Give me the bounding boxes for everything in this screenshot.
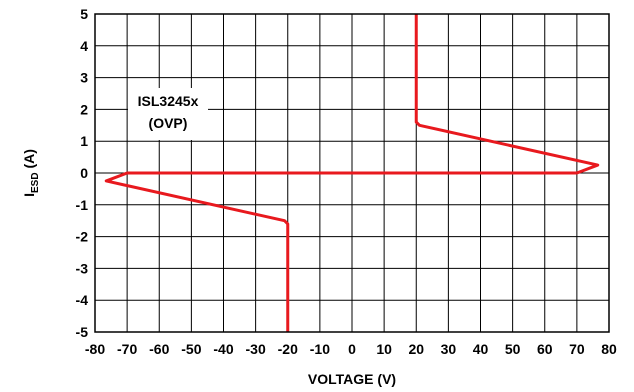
- x-tick-label-0: -80: [85, 341, 105, 357]
- y-tick-label-9: 4: [80, 38, 88, 54]
- y-tick-label-1: -4: [76, 292, 89, 308]
- y-tick-label-4: -1: [76, 197, 89, 213]
- y-tick-label-10: 5: [80, 6, 88, 22]
- annotation-background: [128, 88, 208, 140]
- x-tick-label-10: 20: [408, 341, 424, 357]
- x-tick-label-6: -20: [278, 341, 298, 357]
- x-tick-label-4: -40: [213, 341, 233, 357]
- y-axis-title: IESD (A): [21, 149, 41, 197]
- y-tick-label-2: -3: [76, 260, 89, 276]
- x-tick-label-5: -30: [246, 341, 266, 357]
- x-tick-label-14: 60: [537, 341, 553, 357]
- annotation-line-1: ISL3245x: [138, 93, 199, 109]
- x-tick-labels: -80 -70 -60 -50 -40 -30 -20 -10 0 10 20 30 40 50 60 70 8…: [85, 341, 617, 357]
- x-tick-label-13: 50: [505, 341, 521, 357]
- y-tick-label-8: 3: [80, 70, 88, 86]
- y-axis-title-sub: ESD: [30, 172, 41, 193]
- x-tick-label-1: -70: [117, 341, 137, 357]
- y-axis-title-unit: (A): [21, 149, 37, 172]
- plot-frame: [94, 13, 610, 333]
- x-tick-label-15: 70: [569, 341, 585, 357]
- y-tick-label-6: 1: [80, 133, 88, 149]
- x-tick-label-16: 80: [601, 341, 617, 357]
- series-layer: [104, 14, 600, 332]
- series-line-0: [104, 14, 600, 332]
- x-tick-label-12: 40: [473, 341, 489, 357]
- x-tick-label-11: 30: [441, 341, 457, 357]
- annotation-line-2: (OVP): [149, 115, 188, 131]
- y-tick-label-0: -5: [76, 324, 89, 340]
- y-tick-label-5: 0: [80, 165, 88, 181]
- x-tick-label-9: 10: [376, 341, 392, 357]
- annotation-box: ISL3245x (OVP): [128, 88, 208, 140]
- y-tick-label-3: -2: [76, 229, 89, 245]
- x-axis-title: VOLTAGE (V): [308, 371, 396, 387]
- y-axis-title-main: I: [21, 193, 37, 197]
- x-tick-label-7: -10: [310, 341, 330, 357]
- x-tick-label-2: -60: [149, 341, 169, 357]
- x-tick-label-8: 0: [348, 341, 356, 357]
- y-tick-label-7: 2: [80, 101, 88, 117]
- x-tick-label-3: -50: [181, 341, 201, 357]
- y-tick-labels: -5 -4 -3 -2 -1 0 1 2 3 4 5: [76, 6, 89, 340]
